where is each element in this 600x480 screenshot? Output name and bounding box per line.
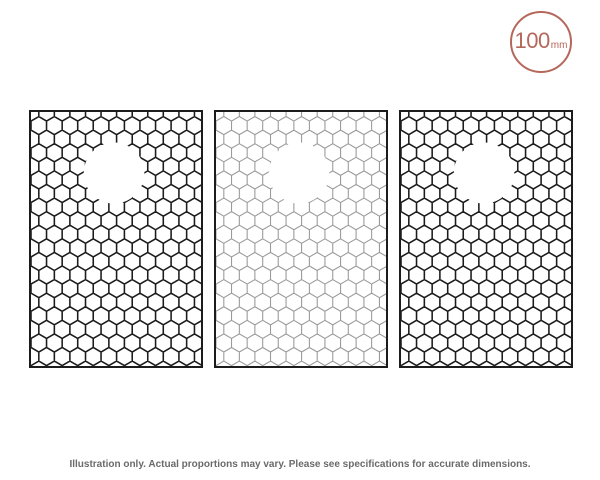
hex-mesh-3: [401, 112, 571, 366]
circular-cutout: [268, 142, 330, 204]
size-unit: mm: [550, 40, 568, 51]
mesh-panel-2: [214, 110, 388, 368]
circular-cutout: [453, 142, 515, 204]
hex-pattern: [216, 112, 386, 366]
hex-pattern: [401, 112, 571, 366]
disclaimer-caption: Illustration only. Actual proportions ma…: [69, 459, 531, 470]
size-value: 100: [514, 28, 551, 53]
hex-mesh-1: [31, 112, 201, 366]
hex-mesh-2: [216, 112, 386, 366]
mesh-panel-1: [29, 110, 203, 368]
mesh-panel-3: [399, 110, 573, 368]
size-badge: 100 mm: [510, 11, 572, 73]
hex-pattern: [31, 112, 201, 366]
circular-cutout: [83, 142, 145, 204]
